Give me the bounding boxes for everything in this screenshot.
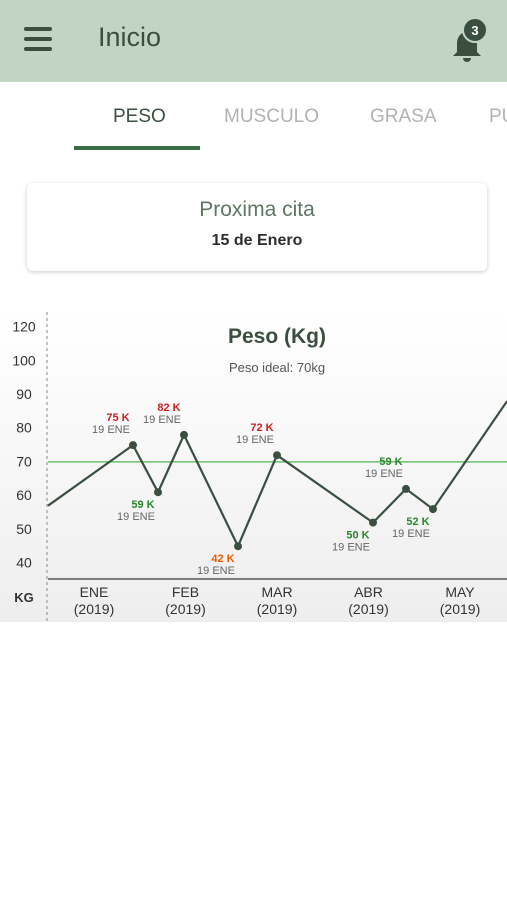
tab-grasa[interactable]: GRASA <box>370 106 437 127</box>
data-date-label: 19 ENE <box>236 434 274 446</box>
menu-icon <box>24 27 52 31</box>
x-tick-month: ABR <box>354 584 383 600</box>
chart-background <box>0 312 507 622</box>
data-point[interactable] <box>234 542 242 551</box>
y-tick-label: 120 <box>12 319 36 335</box>
appointment-card[interactable]: Proxima cita 15 de Enero <box>27 183 487 271</box>
data-point[interactable] <box>273 451 281 460</box>
data-point[interactable] <box>429 505 437 514</box>
series-line <box>47 400 507 549</box>
y-tick-label: 90 <box>16 386 32 402</box>
data-date-label: 19 ENE <box>117 511 155 523</box>
y-ticks: 40 50 60 70 80 90 100 120 <box>12 319 36 571</box>
data-date-label: 19 ENE <box>197 565 235 577</box>
data-point[interactable] <box>180 430 188 439</box>
app-bar: Inicio 3 <box>0 0 507 82</box>
x-tick-year: (2019) <box>74 601 114 617</box>
data-label: 50 K <box>346 530 369 542</box>
data-label: 75 K <box>106 412 129 424</box>
data-date-label: 19 ENE <box>332 542 370 554</box>
weight-chart: Peso (Kg) Peso ideal: 70kg KG 40 50 60 70 80… <box>0 312 507 622</box>
menu-icon-bar <box>24 47 52 51</box>
data-date-label: 19 ENE <box>92 424 130 436</box>
notification-badge: 3 <box>462 17 488 43</box>
x-tick-year: (2019) <box>257 601 297 617</box>
data-label: 42 K <box>211 553 234 565</box>
y-tick-label: 40 <box>16 555 32 571</box>
tab-peso[interactable]: PESO <box>113 106 166 127</box>
x-tick-month: FEB <box>172 584 199 600</box>
data-label: 59 K <box>379 456 402 468</box>
data-point[interactable] <box>402 484 410 493</box>
y-axis-label: KG <box>14 590 34 605</box>
page-title: Inicio <box>98 22 162 52</box>
tab-bar: PESO MUSCULO GRASA PU <box>0 82 507 150</box>
x-labels: ENE(2019)FEB(2019)MAR(2019)ABR(2019)MAY(… <box>74 584 480 617</box>
x-tick-year: (2019) <box>348 601 388 617</box>
chart-subtitle: Peso ideal: 70kg <box>229 360 325 375</box>
data-point[interactable] <box>369 518 377 527</box>
y-tick-label: 50 <box>16 521 32 537</box>
menu-button[interactable] <box>22 25 54 55</box>
chart-title: Peso (Kg) <box>228 325 326 348</box>
data-point[interactable] <box>129 441 137 450</box>
data-label: 52 K <box>406 516 429 528</box>
appointment-date: 15 de Enero <box>211 232 303 249</box>
data-date-label: 19 ENE <box>392 528 430 540</box>
x-tick-month: MAR <box>261 584 292 600</box>
y-tick-label: 70 <box>16 453 32 469</box>
data-date-label: 19 ENE <box>365 468 403 480</box>
x-tick-year: (2019) <box>440 601 480 617</box>
y-tick-label: 100 <box>12 352 36 368</box>
menu-icon-bar <box>24 37 52 41</box>
data-label: 59 K <box>131 499 154 511</box>
y-tick-label: 60 <box>16 487 32 503</box>
appointment-title: Proxima cita <box>199 198 315 221</box>
x-tick-month: ENE <box>80 584 109 600</box>
data-label: 72 K <box>250 422 273 434</box>
data-point[interactable] <box>154 488 162 497</box>
data-label: 82 K <box>157 402 180 414</box>
data-date-label: 19 ENE <box>143 414 181 426</box>
x-tick-year: (2019) <box>165 601 205 617</box>
tab-pu[interactable]: PU <box>489 106 507 127</box>
tab-musculo[interactable]: MUSCULO <box>224 106 320 127</box>
y-tick-label: 80 <box>16 420 32 436</box>
tab-indicator <box>74 146 200 150</box>
x-tick-month: MAY <box>445 584 475 600</box>
